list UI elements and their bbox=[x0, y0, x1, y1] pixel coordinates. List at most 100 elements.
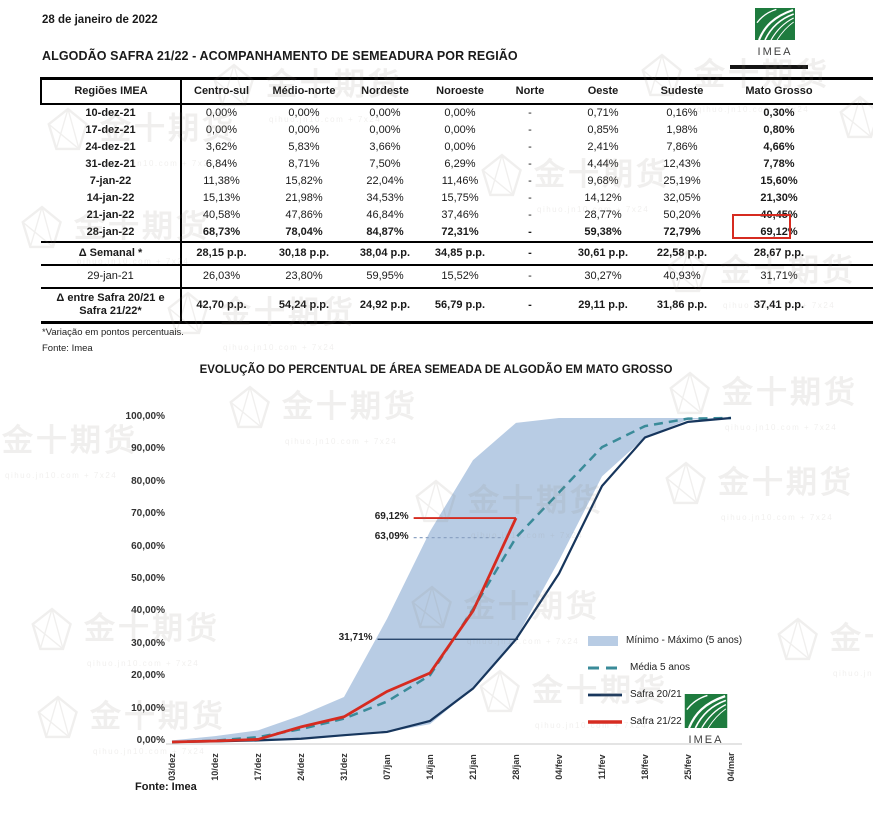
table-cell: 21,98% bbox=[285, 192, 323, 204]
column-header: Noroeste bbox=[423, 77, 497, 105]
table-cell: 31,86 p.p. bbox=[643, 287, 721, 324]
table-cell: 3,66% bbox=[369, 141, 401, 153]
table-cell: 24,92 p.p. bbox=[347, 287, 423, 324]
table-cell: 15,13% bbox=[202, 192, 241, 204]
chart-source: Fonte: Imea bbox=[135, 781, 197, 793]
header-rule bbox=[730, 65, 808, 69]
header-row: Regiões IMEA Centro-sul Médio-norte Nordest… bbox=[40, 77, 873, 105]
table-cell: 4,44% bbox=[587, 158, 619, 170]
table-cell: 6,29% bbox=[444, 158, 476, 170]
table-cell: 34,53% bbox=[366, 192, 404, 204]
table-footnote: *Variação em pontos percentuais. bbox=[42, 327, 184, 338]
table-cell: 22,58 p.p. bbox=[643, 241, 721, 265]
table-cell: 56,79 p.p. bbox=[423, 287, 497, 324]
column-header: Regiões IMEA bbox=[40, 77, 182, 105]
row-label: 28-jan-22 bbox=[41, 224, 182, 242]
column-header: Médio-norte bbox=[261, 77, 347, 105]
report-title: ALGODÃO SAFRA 21/22 - ACOMPANHAMENTO DE … bbox=[42, 49, 518, 63]
table-cell: 54,24 p.p. bbox=[261, 287, 347, 324]
table-cell: 68,73% bbox=[202, 226, 241, 238]
table-cell: 0,00% bbox=[444, 141, 476, 153]
table-cell: 28,15 p.p. bbox=[181, 241, 261, 265]
table-cell: 0,00% bbox=[369, 107, 401, 119]
row-label: 21-jan-22 bbox=[41, 207, 182, 224]
table-cell: 21,30% bbox=[760, 192, 798, 204]
table-row: 29-jan-21 26,03% 23,80% 59,95% 15,52% -30,27%… bbox=[41, 264, 873, 288]
series-Safra 20/21 bbox=[171, 416, 732, 744]
table-cell: 3,62% bbox=[205, 141, 238, 153]
table-cell: 0,00% bbox=[369, 124, 401, 136]
imea-logo-chart: IMEA bbox=[683, 694, 729, 746]
table-cell: 12,43% bbox=[663, 158, 701, 170]
table-cell: - bbox=[528, 124, 532, 136]
table-cell: 11,46% bbox=[441, 175, 479, 187]
legend-item: Média 5 anos bbox=[588, 654, 742, 681]
table-cell: 0,00% bbox=[288, 107, 320, 119]
table-row: Δ Semanal * 28,15 p.p. 30,18 p.p. 38,04 p.p… bbox=[41, 241, 873, 265]
legend-label: Mínimo - Máximo (5 anos) bbox=[626, 635, 743, 646]
legend-line-swatch bbox=[588, 719, 622, 724]
table-cell: - bbox=[497, 264, 563, 288]
column-header: Centro-sul bbox=[181, 77, 261, 105]
table-cell: 30,27% bbox=[563, 264, 643, 288]
row-label: 10-dez-21 bbox=[41, 104, 182, 122]
series-Safra 21/22 bbox=[171, 517, 518, 744]
column-header: Norte bbox=[497, 77, 563, 105]
table-cell: 7,86% bbox=[666, 141, 698, 153]
regions-table: Regiões IMEA Centro-sul Médio-norte Nordest… bbox=[40, 77, 873, 324]
table-cell: 0,00% bbox=[205, 107, 238, 119]
chart-title: EVOLUÇÃO DO PERCENTUAL DE ÁREA SEMEADA D… bbox=[199, 364, 673, 376]
row-label: 7-jan-22 bbox=[41, 173, 182, 190]
table-cell: 28,67 p.p. bbox=[721, 241, 873, 265]
table-cell: 28,77% bbox=[584, 209, 622, 221]
legend-item: Safra 20/21 bbox=[588, 681, 742, 708]
table-cell: 32,05% bbox=[663, 192, 701, 204]
table-cell: 72,79% bbox=[663, 226, 701, 238]
table-cell: 84,87% bbox=[366, 226, 404, 238]
row-label: 24-dez-21 bbox=[41, 139, 182, 156]
table-cell: 0,71% bbox=[587, 107, 619, 119]
table-row: 14-jan-22 15,13% 21,98% 34,53% 15,75% - 14,12%… bbox=[41, 190, 873, 207]
table-source: Fonte: Imea bbox=[42, 343, 93, 354]
table-cell: 78,04% bbox=[285, 226, 323, 238]
table-cell: 0,00% bbox=[444, 124, 476, 136]
table-row: Δ entre Safra 20/21 e Safra 21/22* 42,70 … bbox=[41, 287, 873, 324]
column-header: Mato Grosso bbox=[721, 77, 873, 105]
table-cell: - bbox=[528, 192, 532, 204]
table-cell: - bbox=[528, 158, 532, 170]
table-cell: 15,60% bbox=[760, 175, 798, 187]
regions-table-body: 10-dez-21 0,00% 0,00% 0,00% 0,00% - 0,71% 0,16%… bbox=[41, 104, 873, 324]
table-cell: 37,46% bbox=[441, 209, 479, 221]
table-cell: 0,30% bbox=[763, 107, 795, 119]
table-row: 21-jan-22 40,58% 47,86% 46,84% 37,46% - 28,77%… bbox=[41, 207, 873, 224]
series-Média 5 anos bbox=[171, 416, 732, 744]
table-row: 10-dez-21 0,00% 0,00% 0,00% 0,00% - 0,71% 0,16%… bbox=[41, 104, 873, 122]
legend-item: Safra 21/22 bbox=[588, 708, 742, 735]
table-row: 28-jan-22 68,73% 78,04% 84,87% 72,31% - 59,38%… bbox=[41, 214, 873, 242]
imea-logo-header: IMEA bbox=[753, 8, 797, 58]
table-cell: 30,18 p.p. bbox=[261, 241, 347, 265]
table-cell: - bbox=[528, 175, 532, 187]
table-cell: 50,20% bbox=[663, 209, 701, 221]
table-cell: 37,41 p.p. bbox=[721, 287, 873, 324]
table-cell: 40,93% bbox=[643, 264, 721, 288]
column-header: Sudeste bbox=[643, 77, 721, 105]
table-cell: - bbox=[528, 209, 532, 221]
row-label: 31-dez-21 bbox=[41, 156, 182, 173]
imea-logo-text: IMEA bbox=[688, 734, 724, 746]
table-cell: 2,41% bbox=[587, 141, 619, 153]
chart-legend: Mínimo - Máximo (5 anos) Média 5 anos Safr… bbox=[588, 627, 742, 735]
table-cell: 0,00% bbox=[444, 107, 476, 119]
table-cell: 0,16% bbox=[666, 107, 698, 119]
band-min-max bbox=[172, 418, 731, 742]
table-cell: 25,19% bbox=[663, 175, 701, 187]
table-cell: 22,04% bbox=[366, 175, 404, 187]
imea-logo-text: IMEA bbox=[757, 46, 793, 58]
imea-logo-icon bbox=[684, 694, 728, 729]
legend-label: Safra 21/22 bbox=[630, 716, 682, 727]
table-cell: 1,98% bbox=[666, 124, 698, 136]
row-label: Δ Semanal * bbox=[41, 241, 182, 265]
table-cell: 59,38% bbox=[584, 226, 622, 238]
